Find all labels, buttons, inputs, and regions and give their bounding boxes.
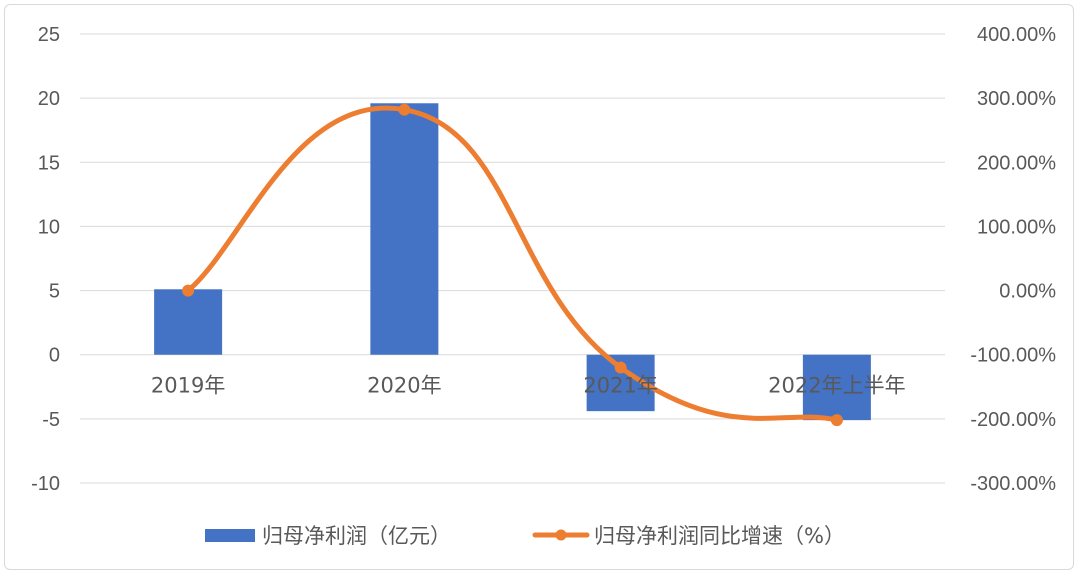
bar	[370, 103, 439, 355]
left-tick-label: -10	[31, 473, 60, 495]
growth-line	[185, 105, 840, 423]
category-label: 2022年上半年	[768, 374, 905, 398]
bar	[154, 289, 223, 355]
legend-line-marker	[555, 529, 567, 541]
bar	[802, 354, 871, 421]
line-point	[614, 361, 627, 374]
bar-series	[154, 103, 871, 421]
legend-bar-label: 归母净利润（亿元）	[262, 524, 451, 548]
category-label: 2021年	[583, 374, 657, 398]
right-tick-label: 0.00%	[999, 281, 1056, 303]
right-tick-label: -100.00%	[970, 345, 1056, 367]
category-label: 2019年	[151, 374, 225, 398]
left-tick-label: -5	[42, 409, 60, 431]
line-series	[182, 103, 843, 427]
legend-bar-swatch	[205, 529, 255, 542]
category-label: 2020年	[367, 374, 441, 398]
left-tick-label: 15	[38, 152, 60, 174]
left-axis-ticks: 25 20 15 10 5 0 -5 -10	[31, 24, 60, 495]
left-tick-label: 25	[38, 24, 60, 46]
right-tick-label: 200.00%	[977, 152, 1056, 174]
legend: 归母净利润（亿元） 归母净利润同比增速（%）	[205, 524, 845, 548]
line-point	[398, 103, 411, 116]
line-point	[182, 284, 195, 297]
right-tick-label: -300.00%	[970, 473, 1056, 495]
right-tick-label: 300.00%	[977, 88, 1056, 110]
legend-line-label: 归母净利润同比增速（%）	[594, 524, 845, 548]
left-tick-label: 10	[38, 216, 60, 238]
right-axis-ticks: 400.00% 300.00% 200.00% 100.00% 0.00% -100.00…	[970, 24, 1056, 495]
category-labels: 2019年 2020年 2021年 2022年上半年	[151, 374, 906, 398]
right-tick-label: 400.00%	[977, 24, 1056, 46]
left-tick-label: 0	[49, 345, 60, 367]
left-tick-label: 5	[49, 281, 60, 303]
right-tick-label: 100.00%	[977, 216, 1056, 238]
left-tick-label: 20	[38, 88, 60, 110]
line-point	[830, 414, 843, 427]
right-tick-label: -200.00%	[970, 409, 1056, 431]
